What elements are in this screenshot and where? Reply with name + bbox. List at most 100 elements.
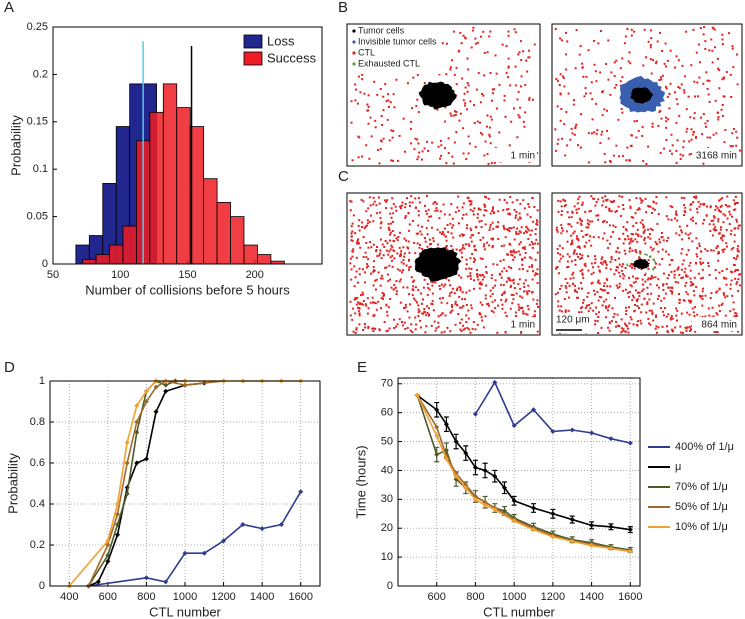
ctl-cell	[699, 250, 702, 253]
ctl-cell	[496, 263, 499, 266]
ctl-cell	[423, 82, 426, 85]
ctl-cell	[379, 217, 382, 220]
ctl-cell	[380, 221, 383, 224]
ctl-cell	[512, 294, 515, 297]
ctl-cell	[413, 241, 416, 244]
ctl-cell	[386, 329, 389, 332]
ctl-cell	[694, 197, 697, 200]
ctl-cell	[649, 205, 652, 208]
data-point	[143, 399, 149, 404]
ctl-cell	[428, 215, 431, 218]
ctl-cell	[614, 258, 617, 261]
ctl-cell	[358, 219, 361, 222]
ctl-cell	[513, 238, 516, 241]
data-point	[182, 382, 188, 388]
histogram-bar	[109, 244, 124, 265]
ctl-cell	[725, 245, 728, 248]
ctl-cell	[517, 218, 520, 221]
ctl-cell	[632, 296, 635, 299]
ctl-cell	[430, 226, 433, 229]
ctl-cell	[379, 87, 382, 90]
ctl-cell	[718, 69, 721, 72]
ctl-cell	[556, 248, 559, 251]
ctl-cell	[616, 313, 619, 316]
ctl-cell	[473, 279, 476, 282]
ctl-cell	[465, 267, 468, 270]
ctl-cell	[395, 325, 398, 328]
ctl-cell	[676, 309, 679, 312]
ctl-cell	[526, 70, 529, 73]
ctl-cell	[736, 254, 739, 257]
ctl-cell	[605, 278, 608, 281]
x-tick-label: 1000	[502, 591, 526, 603]
ctl-cell	[716, 290, 719, 293]
ctl-cell	[612, 224, 615, 227]
ctl-cell	[605, 263, 608, 266]
ctl-cell	[611, 307, 614, 310]
ctl-cell	[398, 246, 401, 249]
ctl-cell	[503, 244, 506, 247]
ctl-cell	[666, 239, 669, 242]
ctl-cell	[446, 326, 449, 329]
ctl-cell	[578, 245, 581, 248]
ctl-cell	[418, 310, 421, 313]
ctl-cell	[389, 256, 392, 259]
ctl-cell	[517, 283, 520, 286]
ctl-cell	[455, 110, 458, 113]
ctl-cell	[600, 296, 603, 299]
data-point	[143, 456, 149, 462]
ctl-cell	[419, 319, 422, 322]
ctl-cell	[448, 294, 451, 297]
ctl-cell	[484, 265, 487, 268]
ctl-cell	[510, 227, 513, 230]
ctl-cell	[521, 306, 524, 309]
ctl-cell	[466, 224, 469, 227]
ctl-cell	[400, 271, 403, 274]
ctl-cell	[606, 198, 609, 201]
ctl-cell	[685, 327, 688, 330]
ctl-cell	[584, 234, 587, 237]
ctl-cell	[736, 247, 739, 250]
ctl-cell	[484, 140, 487, 143]
ctl-cell	[494, 299, 497, 302]
ctl-cell	[691, 219, 694, 222]
ctl-cell	[649, 44, 652, 47]
ctl-cell	[638, 256, 641, 259]
ctl-cell	[644, 197, 647, 200]
ctl-cell	[623, 322, 626, 325]
ctl-cell	[359, 91, 362, 94]
data-point	[511, 518, 517, 524]
ctl-cell	[470, 202, 473, 205]
ctl-cell	[417, 232, 420, 235]
ctl-cell	[570, 127, 573, 130]
ctl-cell	[518, 51, 521, 54]
ctl-cell	[738, 284, 741, 287]
ctl-cell	[569, 138, 572, 141]
ctl-cell	[479, 35, 482, 38]
ctl-cell	[622, 277, 625, 280]
ctl-cell	[452, 30, 455, 33]
ctl-cell	[523, 247, 526, 250]
ctl-cell	[519, 217, 522, 220]
ctl-cell	[593, 131, 596, 134]
ctl-cell	[430, 242, 433, 245]
ctl-cell	[647, 145, 650, 148]
ctl-cell	[662, 314, 665, 317]
ctl-cell	[417, 311, 420, 314]
ctl-cell	[470, 46, 473, 49]
label-bg	[490, 317, 537, 331]
ctl-cell	[588, 303, 591, 306]
ctl-cell	[735, 312, 738, 315]
ctl-cell	[363, 281, 366, 284]
ctl-cell	[718, 87, 721, 90]
ctl-cell	[468, 289, 471, 292]
ctl-cell	[482, 236, 485, 239]
ctl-cell	[599, 288, 602, 291]
ctl-cell	[556, 265, 559, 268]
ctl-cell	[412, 289, 415, 292]
ctl-cell	[610, 258, 613, 261]
ctl-cell	[626, 146, 629, 149]
ctl-cell	[489, 212, 492, 215]
ctl-cell	[714, 277, 717, 280]
ctl-cell	[723, 248, 726, 251]
